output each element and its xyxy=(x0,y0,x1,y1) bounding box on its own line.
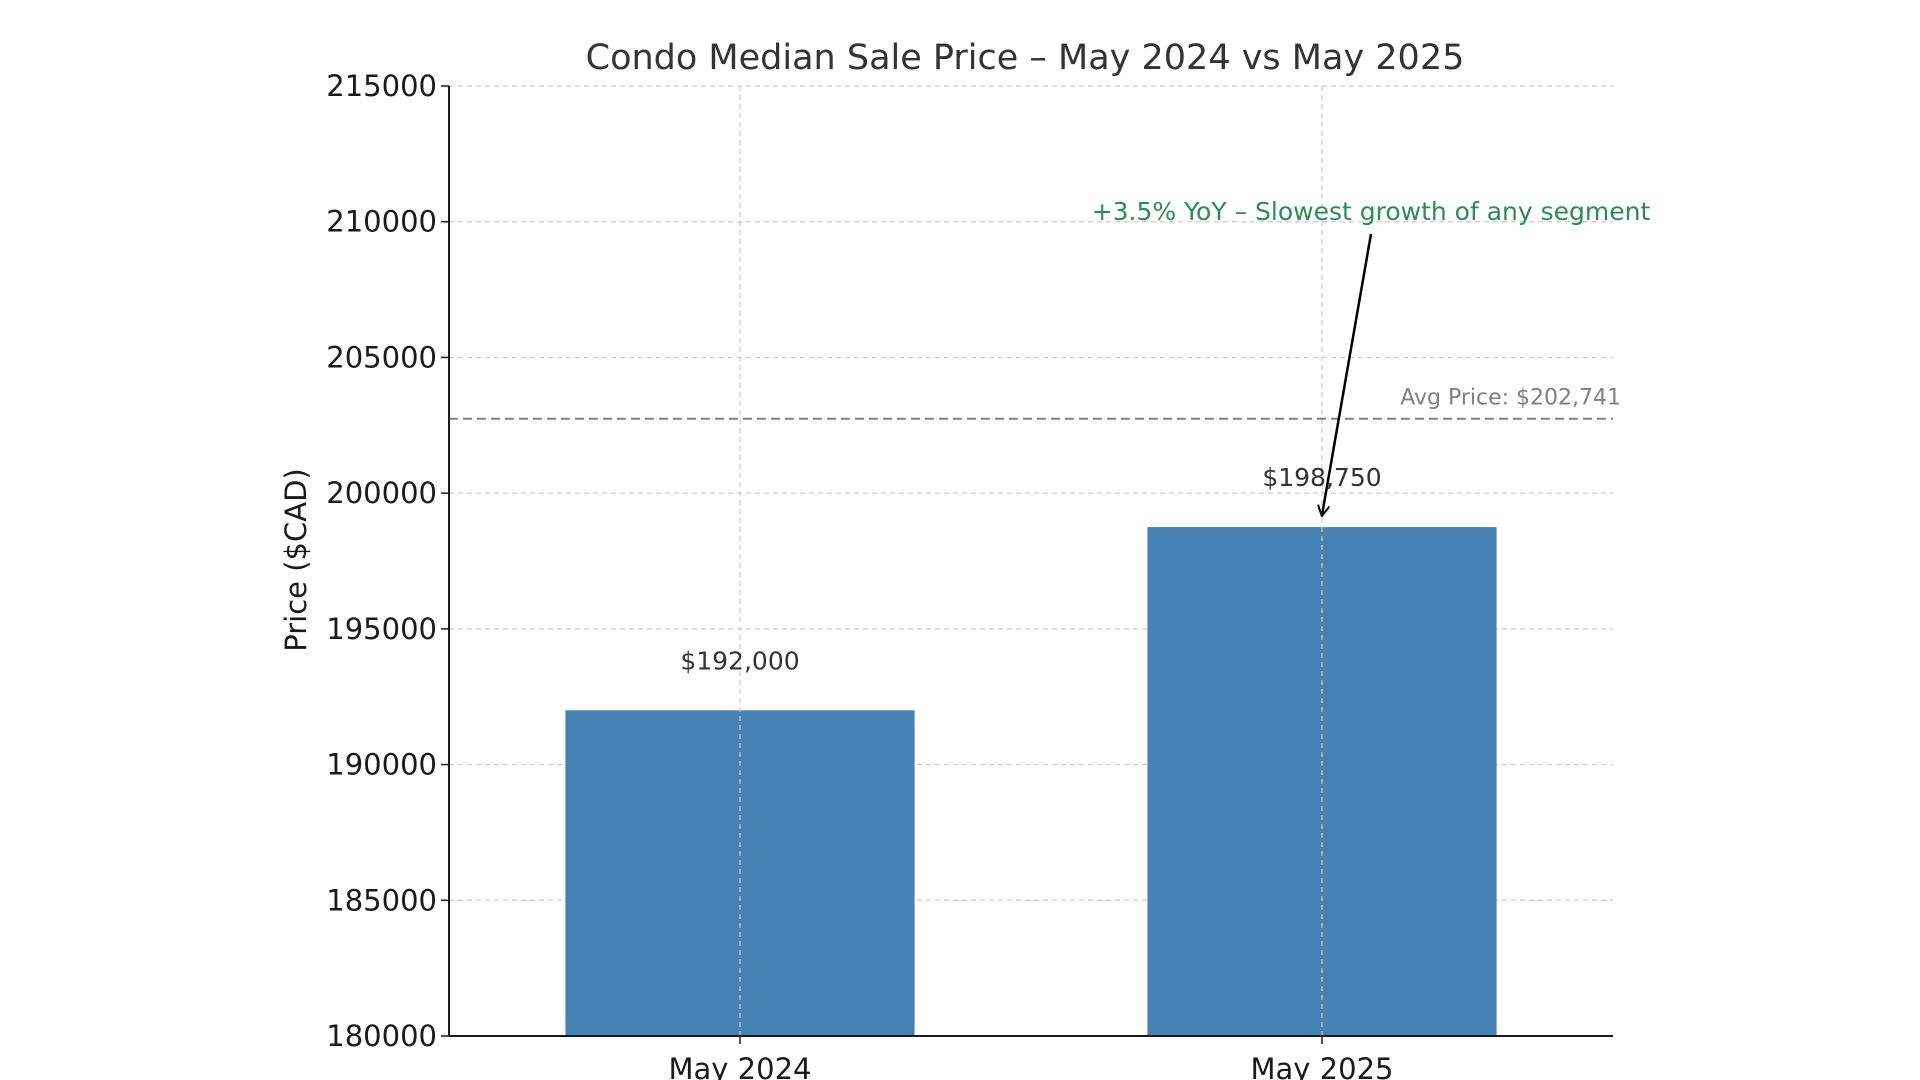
axis-layer: 180000 185000 190000 195000 200000 205000 2100… xyxy=(326,69,1613,1080)
y-tick-label: 195000 xyxy=(326,612,437,646)
label-layer: $192,000 $198,750 +3.5% YoY – Slowest grow… xyxy=(680,197,1650,675)
y-tick-label: 200000 xyxy=(326,476,437,510)
bar-layer xyxy=(565,86,1497,1036)
y-tick-label: 210000 xyxy=(326,205,437,239)
annotation-arrow xyxy=(1322,233,1373,515)
chart-title: Condo Median Sale Price – May 2024 vs Ma… xyxy=(586,38,1465,78)
average-reference-label: Avg Price: $202,741 xyxy=(1400,386,1621,411)
y-axis-label: Price ($CAD) xyxy=(279,468,313,651)
y-tick-label: 190000 xyxy=(326,748,437,782)
x-tick-label: May 2024 xyxy=(669,1052,812,1080)
y-tick-label: 185000 xyxy=(326,883,437,917)
bar-value-label: $192,000 xyxy=(680,646,799,675)
y-tick-label: 215000 xyxy=(326,69,437,103)
y-tick-label: 205000 xyxy=(326,340,437,374)
reference-layer: Avg Price: $202,741 xyxy=(449,386,1621,420)
annotation-label: +3.5% YoY – Slowest growth of any segmen… xyxy=(1092,197,1651,226)
bar-value-label: $198,750 xyxy=(1262,463,1381,492)
x-tick-label: May 2025 xyxy=(1251,1052,1394,1080)
y-tick-label: 180000 xyxy=(326,1019,437,1053)
